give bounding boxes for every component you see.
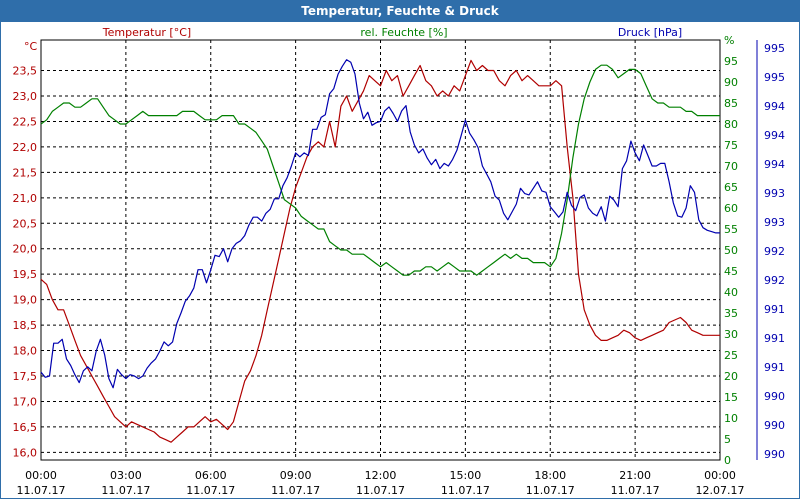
pressure-tick-label: 993 bbox=[764, 187, 785, 200]
pressure-tick-label: 991 bbox=[764, 303, 785, 316]
humidity-tick-label: 50 bbox=[724, 244, 738, 257]
x-tick-time: 03:00 bbox=[110, 469, 142, 482]
humidity-tick-label: 60 bbox=[724, 202, 738, 215]
pressure-tick-label: 990 bbox=[764, 448, 785, 461]
temp-unit-label: °C bbox=[24, 40, 38, 53]
pressure-tick-label: 990 bbox=[764, 419, 785, 432]
pressure-tick-label: 995 bbox=[764, 42, 785, 55]
x-tick-time: 21:00 bbox=[619, 469, 651, 482]
pressure-tick-label: 993 bbox=[764, 216, 785, 229]
legend-press: Druck [hPa] bbox=[618, 26, 682, 39]
humidity-tick-label: 85 bbox=[724, 97, 738, 110]
x-tick-time: 15:00 bbox=[450, 469, 482, 482]
legend-temp: Temperatur [°C] bbox=[102, 26, 191, 39]
x-tick-date: 11.07.17 bbox=[441, 484, 490, 497]
series-line-temp bbox=[40, 59, 720, 443]
humidity-tick-label: 15 bbox=[724, 391, 738, 404]
temp-tick-label: 21,5 bbox=[13, 166, 38, 179]
humidity-tick-label: 30 bbox=[724, 328, 738, 341]
temp-tick-label: 20,5 bbox=[13, 217, 38, 230]
humidity-tick-label: 90 bbox=[724, 76, 738, 89]
chart-title: Temperatur, Feuchte & Druck bbox=[0, 0, 800, 22]
temp-tick-label: 19,0 bbox=[13, 294, 38, 307]
x-tick-date: 11.07.17 bbox=[271, 484, 320, 497]
humidity-tick-label: % bbox=[724, 34, 734, 47]
temp-tick-label: 21,0 bbox=[13, 192, 38, 205]
x-tick-date: 12.07.17 bbox=[696, 484, 745, 497]
x-tick-date: 11.07.17 bbox=[356, 484, 405, 497]
temp-tick-label: 17,0 bbox=[13, 395, 38, 408]
temp-tick-label: 22,0 bbox=[13, 141, 38, 154]
x-tick-date: 11.07.17 bbox=[17, 484, 66, 497]
pressure-tick-label: 992 bbox=[764, 245, 785, 258]
humidity-tick-label: 95 bbox=[724, 55, 738, 68]
temp-tick-label: 17,5 bbox=[13, 370, 38, 383]
x-tick-date: 11.07.17 bbox=[101, 484, 150, 497]
temp-tick-label: 16,5 bbox=[13, 421, 38, 434]
x-tick-time: 18:00 bbox=[534, 469, 566, 482]
temp-tick-label: 16,0 bbox=[13, 446, 38, 459]
pressure-tick-label: 994 bbox=[764, 100, 785, 113]
humidity-tick-label: 40 bbox=[724, 286, 738, 299]
humidity-tick-label: 10 bbox=[724, 412, 738, 425]
pressure-tick-label: 991 bbox=[764, 361, 785, 374]
temp-tick-label: 23,5 bbox=[13, 65, 38, 78]
temp-tick-label: 18,5 bbox=[13, 319, 38, 332]
pressure-tick-label: 992 bbox=[764, 274, 785, 287]
x-tick-date: 11.07.17 bbox=[526, 484, 575, 497]
humidity-tick-label: 65 bbox=[724, 181, 738, 194]
humidity-tick-label: 70 bbox=[724, 160, 738, 173]
humidity-tick-label: 55 bbox=[724, 223, 738, 236]
humidity-tick-label: 0 bbox=[724, 454, 731, 467]
x-tick-date: 11.07.17 bbox=[611, 484, 660, 497]
plot-border bbox=[40, 39, 721, 461]
x-tick-time: 00:00 bbox=[25, 469, 57, 482]
humidity-tick-label: 20 bbox=[724, 370, 738, 383]
x-tick-time: 09:00 bbox=[280, 469, 312, 482]
pressure-tick-label: 994 bbox=[764, 129, 785, 142]
humidity-tick-label: 5 bbox=[724, 433, 731, 446]
temp-tick-label: 18,0 bbox=[13, 345, 38, 358]
pressure-tick-label: 991 bbox=[764, 332, 785, 345]
humidity-tick-label: 75 bbox=[724, 139, 738, 152]
pressure-tick-label: 995 bbox=[764, 71, 785, 84]
pressure-tick-label: 990 bbox=[764, 390, 785, 403]
humidity-tick-label: 80 bbox=[724, 118, 738, 131]
temp-tick-label: 20,0 bbox=[13, 243, 38, 256]
legend-hum: rel. Feuchte [%] bbox=[360, 26, 447, 39]
temp-tick-label: 23,0 bbox=[13, 90, 38, 103]
pressure-tick-label: 994 bbox=[764, 158, 785, 171]
temp-tick-label: 19,5 bbox=[13, 268, 38, 281]
temp-tick-label: 22,5 bbox=[13, 115, 38, 128]
humidity-tick-label: 35 bbox=[724, 307, 738, 320]
humidity-tick-label: 45 bbox=[724, 265, 738, 278]
x-tick-date: 11.07.17 bbox=[186, 484, 235, 497]
humidity-tick-label: 25 bbox=[724, 349, 738, 362]
x-tick-time: 06:00 bbox=[195, 469, 227, 482]
series-line-press bbox=[40, 59, 720, 389]
x-tick-time: 12:00 bbox=[365, 469, 397, 482]
series-line-hum bbox=[40, 64, 720, 276]
x-tick-time: 00:00 bbox=[704, 469, 736, 482]
